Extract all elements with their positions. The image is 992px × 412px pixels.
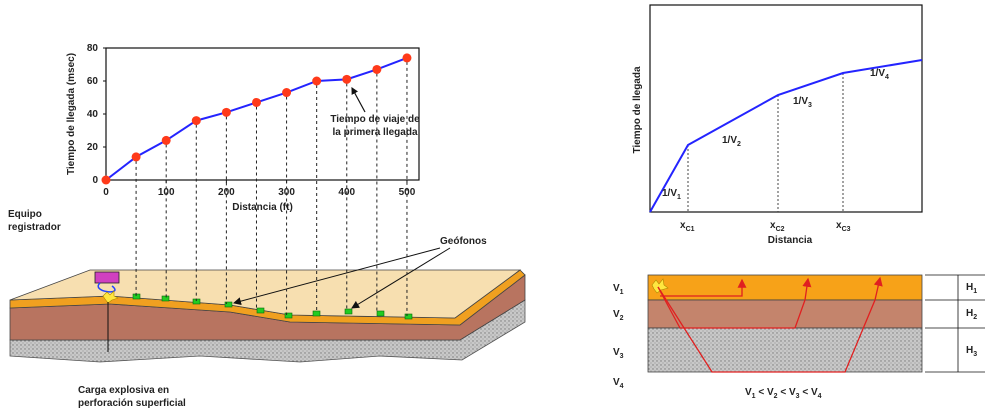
y-axis-label: Tiempo de llegada (msec) [66,53,77,175]
thickness-label: H1 [966,282,977,295]
data-point [222,108,231,117]
y-axis-label: Tiempo de llegada [632,66,643,153]
recorder-label: Equipo [8,209,42,220]
velocity-relation: V1 < V2 < V3 < V4 [745,387,822,400]
data-point [372,65,381,74]
right-chart: Tiempo de llegada Distancia 1/V1 1/V2 1/… [632,5,922,246]
crossover-label: xC2 [770,220,785,233]
velocity-label: V2 [613,309,624,322]
data-point [342,75,351,84]
annotation: la primera llegada [332,127,417,138]
data-point [312,77,321,86]
slope-label: 1/V2 [722,135,741,148]
y-tick-label: 20 [87,142,99,153]
velocity-label: V3 [613,347,624,360]
slope-label: 1/V4 [870,68,889,81]
x-axis-label: Distancia [768,235,813,246]
recorder-label: registrador [8,222,61,233]
thickness-label: H3 [966,345,977,358]
data-point [162,136,171,145]
slope-label: 1/V1 [662,188,681,201]
page: Equipo registrador Geófonos Carga explos… [0,0,992,412]
crossover-label: xC1 [680,220,695,233]
ground-slab [10,270,525,362]
thickness-label: H2 [966,308,977,321]
data-point [282,88,291,97]
data-point [252,98,261,107]
data-point [132,152,141,161]
charge-label: Carga explosiva en [78,385,169,396]
x-tick-label: 0 [103,187,109,198]
y-tick-label: 0 [92,175,98,186]
velocity-label: V4 [613,377,624,390]
slope-label: 1/V3 [793,96,812,109]
x-axis-label: Distancia (ft) [232,202,293,213]
layer-model: V1 V2 V3 V4 H1 H2 H3 V1 < V2 < V3 < V4 [613,275,985,400]
data-point [102,176,111,185]
annotation-arrow [352,88,365,112]
y-tick-label: 40 [87,109,99,120]
charge-label: perforación superficial [78,398,186,409]
geophones-label: Geófonos [440,236,487,247]
y-tick-label: 60 [87,76,99,87]
data-point [192,116,201,125]
y-tick-label: 80 [87,43,99,54]
velocity-label: V1 [613,283,624,296]
data-point [402,53,411,62]
crossover-label: xC3 [836,220,851,233]
